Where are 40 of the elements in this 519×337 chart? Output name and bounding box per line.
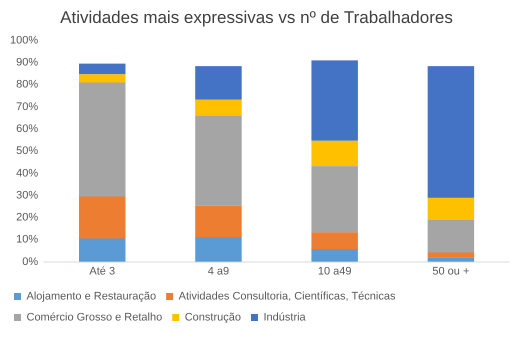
bar bbox=[311, 248, 358, 262]
y-tick-label: 50% bbox=[16, 145, 38, 158]
y-tick-label: 30% bbox=[16, 189, 38, 202]
y-tick-label: 90% bbox=[16, 56, 38, 69]
y-tick-label: 0% bbox=[22, 256, 38, 268]
x-tick-label: Até 3 bbox=[89, 265, 116, 278]
y-tick-label: 70% bbox=[16, 100, 38, 113]
legend-label: Indústria bbox=[263, 312, 307, 324]
bar bbox=[195, 206, 242, 238]
bar bbox=[195, 237, 242, 262]
bar bbox=[195, 66, 242, 100]
legend-label: Atividades Consultoria, Científicas, Técnicas bbox=[178, 290, 396, 303]
y-tick-label: 20% bbox=[16, 212, 38, 224]
x-tick-label: 4 a9 bbox=[208, 265, 230, 278]
x-tick-label: 50 ou + bbox=[432, 265, 470, 278]
y-tick-label: 60% bbox=[16, 122, 38, 135]
bar bbox=[311, 166, 358, 232]
bar bbox=[428, 66, 474, 198]
bar bbox=[311, 140, 358, 166]
y-tick-label: 10% bbox=[16, 234, 38, 246]
bar bbox=[195, 100, 242, 116]
chart-title: Atividades mais expressivas vs nº de Trabalhadores bbox=[60, 8, 453, 27]
legend-label: Alojamento e Restauração bbox=[26, 290, 156, 303]
x-tick-label: 10 a49 bbox=[318, 265, 352, 278]
bar bbox=[79, 64, 126, 74]
legend-label: Comércio Grosso e Retalho bbox=[26, 312, 162, 324]
legend-label: Construção bbox=[184, 312, 241, 324]
bar bbox=[311, 60, 358, 141]
bar bbox=[195, 116, 242, 206]
y-tick-label: 100% bbox=[10, 34, 38, 46]
y-tick-label: 40% bbox=[16, 167, 38, 180]
y-tick-label: 80% bbox=[16, 78, 38, 91]
bar bbox=[79, 74, 126, 82]
bar bbox=[428, 252, 474, 258]
bar bbox=[428, 198, 474, 220]
bar bbox=[79, 82, 126, 196]
bar bbox=[79, 196, 126, 239]
bar bbox=[79, 238, 126, 262]
bar bbox=[311, 232, 358, 249]
bar bbox=[428, 220, 474, 252]
